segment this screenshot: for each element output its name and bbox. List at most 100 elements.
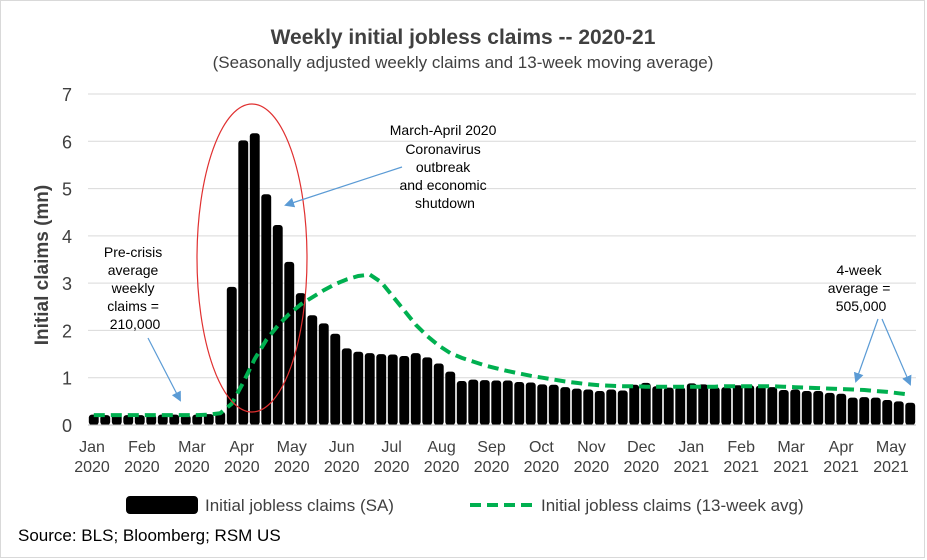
- annotation-fourweek: 4-week average = 505,000: [828, 262, 895, 314]
- bar: [801, 390, 812, 425]
- x-tick-label: Jul: [381, 439, 401, 456]
- bar: [100, 415, 111, 425]
- bar: [226, 286, 237, 425]
- bar: [376, 354, 387, 425]
- annotation-arrow-fourweek-right: [881, 318, 912, 386]
- annotation-line: 210,000: [110, 316, 161, 332]
- y-tick-label: 7: [62, 85, 72, 105]
- bar: [146, 414, 157, 425]
- x-axis-ticks: Jan 2020 Feb 2020 Mar 2020 Apr 2020 May 2020 Jun 20…: [74, 439, 909, 476]
- bar: [111, 414, 122, 425]
- bar: [433, 363, 444, 425]
- x-tick-label: Feb: [727, 439, 755, 456]
- bar: [629, 384, 640, 425]
- bar: [548, 384, 559, 425]
- y-tick-label: 4: [62, 227, 72, 247]
- x-tick-label: Mar: [178, 439, 206, 456]
- bar: [652, 386, 663, 425]
- annotation-line: claims =: [107, 298, 159, 314]
- gridlines: [88, 93, 916, 379]
- bar: [732, 385, 743, 425]
- bar: [583, 389, 594, 425]
- y-tick-label: 5: [62, 180, 72, 200]
- x-tick-year: 2020: [624, 459, 660, 476]
- x-tick-label: Apr: [229, 439, 255, 456]
- bar: [882, 399, 893, 425]
- bar: [238, 140, 249, 425]
- bar: [203, 414, 214, 425]
- annotation-coronavirus: March-April 2020 Coronavirus outbreak an…: [390, 122, 501, 211]
- bar: [88, 414, 99, 425]
- bar: [824, 392, 835, 425]
- bar: [836, 393, 847, 425]
- bar: [502, 380, 513, 425]
- annotation-arrow-precrisis: [147, 337, 181, 402]
- bar: [399, 355, 410, 425]
- bar: [893, 401, 904, 425]
- legend-label-avg: Initial jobless claims (13-week avg): [541, 496, 804, 515]
- bar: [261, 194, 272, 425]
- chart-title: Weekly initial jobless claims -- 2020-21: [271, 26, 656, 49]
- bar: [491, 380, 502, 425]
- bar: [617, 390, 628, 425]
- x-tick-year: 2020: [474, 459, 510, 476]
- bar: [134, 415, 145, 425]
- x-tick-year: 2020: [224, 459, 260, 476]
- annotation-line: March-April 2020: [390, 122, 497, 138]
- bar: [330, 333, 341, 425]
- y-tick-label: 6: [62, 132, 72, 152]
- annotation-line: average =: [828, 280, 891, 296]
- bar: [560, 387, 571, 425]
- bar-series: [88, 133, 916, 425]
- bar: [698, 384, 709, 425]
- y-tick-label: 3: [62, 274, 72, 294]
- bar: [870, 397, 881, 425]
- x-tick-label: Jan: [678, 439, 704, 456]
- x-tick-year: 2021: [873, 459, 909, 476]
- annotation-precrisis: Pre-crisis average weekly claims = 210,0…: [104, 244, 166, 332]
- bar: [318, 323, 329, 425]
- bar: [123, 415, 134, 425]
- bar: [709, 387, 720, 425]
- bar: [341, 348, 352, 425]
- annotation-line: Coronavirus: [405, 141, 480, 157]
- bar: [686, 383, 697, 425]
- bar: [272, 224, 283, 425]
- x-tick-year: 2021: [674, 459, 710, 476]
- x-tick-label: Jun: [329, 439, 355, 456]
- y-tick-label: 1: [62, 369, 72, 389]
- bar: [353, 351, 364, 425]
- bar: [675, 387, 686, 425]
- bar: [479, 380, 490, 425]
- x-tick-year: 2020: [74, 459, 110, 476]
- bar: [663, 387, 674, 425]
- annotation-line: 505,000: [836, 298, 887, 314]
- bar: [790, 389, 801, 425]
- bar: [456, 381, 467, 425]
- x-tick-year: 2020: [324, 459, 360, 476]
- x-tick-year: 2021: [823, 459, 859, 476]
- annotation-line: 4-week: [836, 262, 882, 278]
- y-axis-label: Initial claims (mn): [32, 185, 53, 345]
- bar: [537, 384, 548, 425]
- bar: [755, 385, 766, 425]
- bar: [468, 379, 479, 425]
- x-tick-label: Nov: [577, 439, 605, 456]
- annotation-arrow-fourweek-left: [853, 318, 879, 383]
- bar: [410, 353, 421, 425]
- x-tick-label: Mar: [777, 439, 805, 456]
- bar: [295, 293, 306, 425]
- x-tick-label: Dec: [627, 439, 655, 456]
- x-tick-label: May: [876, 439, 906, 456]
- x-tick-year: 2020: [574, 459, 610, 476]
- x-tick-year: 2020: [374, 459, 410, 476]
- bar: [422, 357, 433, 425]
- bar: [640, 382, 651, 425]
- y-tick-label: 0: [62, 416, 72, 436]
- bar: [364, 353, 375, 425]
- y-axis-ticks: 0 1 2 3 4 5 6 7: [62, 85, 72, 436]
- crisis-ellipse: [196, 103, 308, 413]
- annotation-line: and economic: [399, 177, 486, 193]
- bar: [813, 390, 824, 425]
